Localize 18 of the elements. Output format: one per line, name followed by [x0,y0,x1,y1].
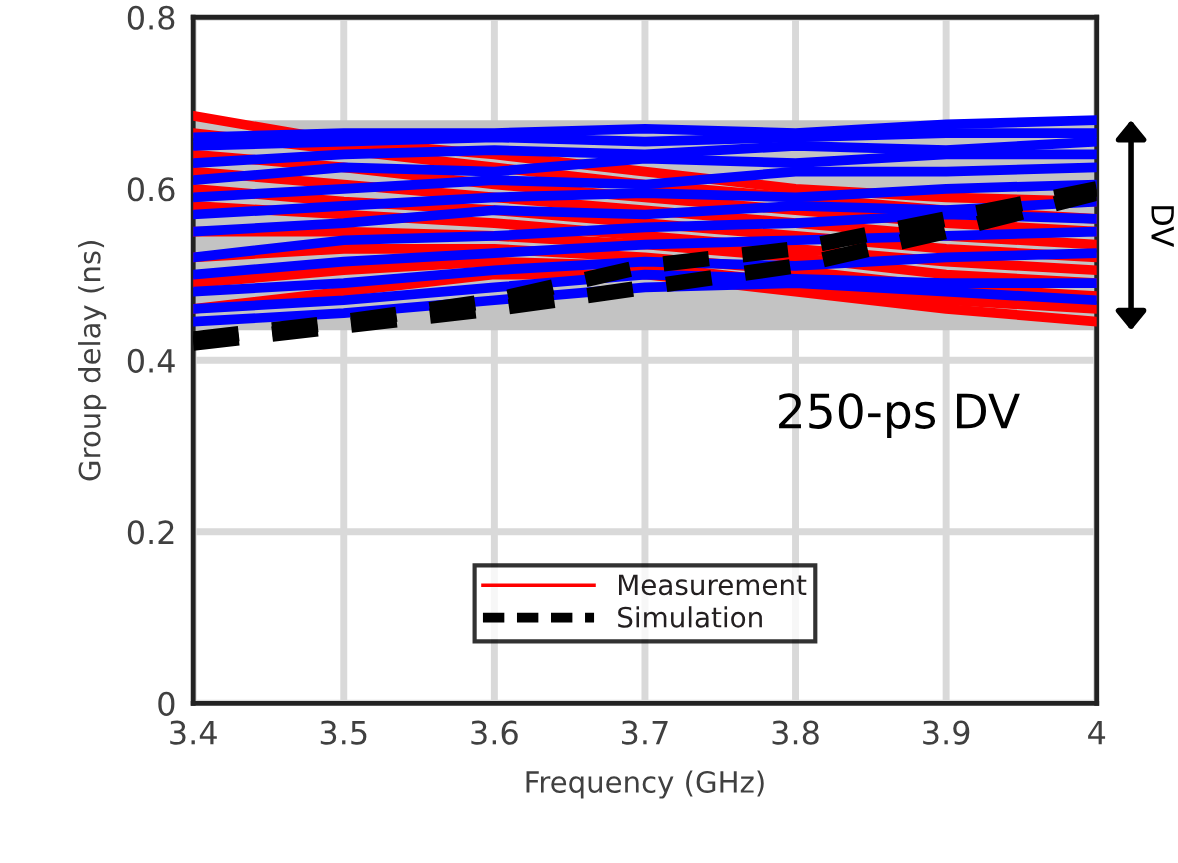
x-tick-label: 4 [1088,720,1106,745]
y-axis-title: Group delay (ns) [78,241,107,481]
y-tick-label: 0.2 [127,520,174,545]
x-tick-label: 3.8 [772,720,819,745]
y-tick-label: 0 [158,691,175,716]
y-tick-label: 0.6 [127,177,175,202]
x-tick-label: 3.9 [923,720,970,745]
band-label: DV [1151,206,1174,247]
x-tick-label: 3.6 [471,720,518,745]
legend-label: Measurement [619,574,807,596]
y-tick-label: 0.8 [127,5,175,30]
x-tick-label: 3.4 [170,720,217,745]
legend-label: Simulation [618,606,762,628]
x-tick-label: 3.7 [621,720,668,745]
x-axis-title: Frequency (GHz) [526,770,764,799]
y-tick-label: 0.4 [127,348,175,373]
annotation: 250-ps DV [779,393,1020,439]
x-tick-label: 3.5 [320,720,367,745]
